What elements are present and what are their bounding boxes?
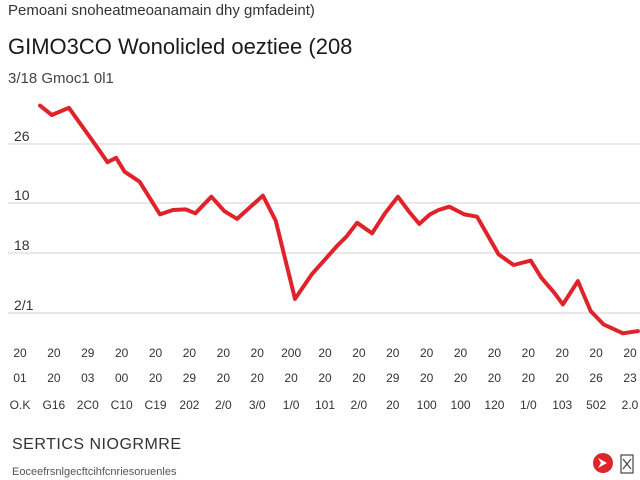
x-tick-label: 1/0	[520, 398, 537, 412]
x-tick-label: 29	[81, 346, 95, 360]
x-tick-label: C19	[145, 398, 167, 412]
x-tick-label: 20	[13, 346, 27, 360]
x-tick-label: 20	[488, 346, 502, 360]
y-tick-label: 10	[14, 187, 30, 203]
chart-supertitle: Pemoani snoheatmeoanamain dhy gmfadeint)	[8, 2, 315, 19]
x-tick-label: 20	[115, 346, 129, 360]
y-tick-label: 2/1	[14, 297, 34, 313]
x-tick-label: 100	[451, 398, 471, 412]
x-tick-label: 1/0	[283, 398, 300, 412]
footer-heading: SERTICS NIOGRMRE	[12, 436, 182, 453]
x-tick-label: 20	[217, 346, 231, 360]
x-tick-label: 29	[183, 371, 197, 385]
x-tick-label: 23	[623, 371, 637, 385]
brand-logo-icon	[593, 453, 613, 473]
x-tick-label: 2C0	[77, 398, 99, 412]
x-tick-label: 502	[586, 398, 606, 412]
x-tick-label: 2.0	[622, 398, 639, 412]
x-tick-label: 29	[386, 371, 400, 385]
x-tick-label: 202	[179, 398, 199, 412]
y-tick-labels: 26 10 18 2/1	[14, 128, 34, 313]
x-tick-label: 03	[81, 371, 95, 385]
chart-subtitle: 3/18 Gmoc1 0l1	[8, 70, 114, 87]
x-tick-label: 3/0	[249, 398, 266, 412]
x-tick-labels: 20 01 O.K 20 20 G16 29 03 2C0 20 00 C10 20 20 C19 20 29 2…	[10, 346, 639, 412]
series-line	[38, 103, 640, 336]
x-tick-label: 20	[454, 371, 468, 385]
x-tick-label: O.K	[10, 398, 31, 412]
x-tick-label: 20	[556, 371, 570, 385]
x-tick-label: 20	[251, 346, 265, 360]
gridlines	[8, 143, 640, 314]
y-tick-label: 18	[14, 237, 30, 253]
x-tick-label: 20	[454, 346, 468, 360]
x-tick-label: 101	[315, 398, 335, 412]
x-tick-label: 100	[417, 398, 437, 412]
x-tick-label: 120	[484, 398, 504, 412]
x-tick-label: 20	[589, 346, 603, 360]
x-tick-label: 20	[217, 371, 231, 385]
x-tick-label: 01	[13, 371, 27, 385]
footer-note: Eoceefrsnlgecftcihfcnriesoruenles	[12, 466, 177, 478]
x-tick-label: 20	[488, 371, 502, 385]
x-tick-label: 20	[623, 346, 637, 360]
x-tick-label: 20	[318, 371, 332, 385]
x-tick-label: 20	[47, 371, 61, 385]
x-tick-label: 103	[552, 398, 572, 412]
x-tick-label: 20	[420, 346, 434, 360]
x-tick-label: 20	[149, 346, 163, 360]
x-tick-label: 2/0	[351, 398, 368, 412]
x-tick-label: 20	[352, 346, 366, 360]
x-tick-label: 20	[318, 346, 332, 360]
x-tick-label: 20	[386, 398, 400, 412]
x-tick-label: 00	[115, 371, 129, 385]
x-tick-label: G16	[43, 398, 66, 412]
x-tick-label: 20	[47, 346, 61, 360]
y-tick-label: 26	[14, 128, 30, 144]
x-tick-label: 20	[556, 346, 570, 360]
x-tick-label: 20	[149, 371, 163, 385]
x-tick-label: 20	[386, 346, 400, 360]
brand-mark-icon	[620, 454, 634, 474]
x-tick-label: 20	[251, 371, 265, 385]
x-tick-label: 20	[522, 371, 536, 385]
chart-title: GIMO3CO Wonolicled oeztiee (208	[8, 34, 353, 59]
x-tick-label: 2/0	[215, 398, 232, 412]
x-tick-label: 20	[420, 371, 434, 385]
x-tick-label: 20	[183, 346, 197, 360]
x-tick-label: 20	[352, 371, 366, 385]
x-tick-label: 200	[281, 346, 301, 360]
x-tick-label: 26	[589, 371, 603, 385]
x-tick-label: C10	[111, 398, 133, 412]
x-tick-label: 20	[522, 346, 536, 360]
x-tick-label: 20	[284, 371, 298, 385]
series-lines	[38, 103, 640, 336]
